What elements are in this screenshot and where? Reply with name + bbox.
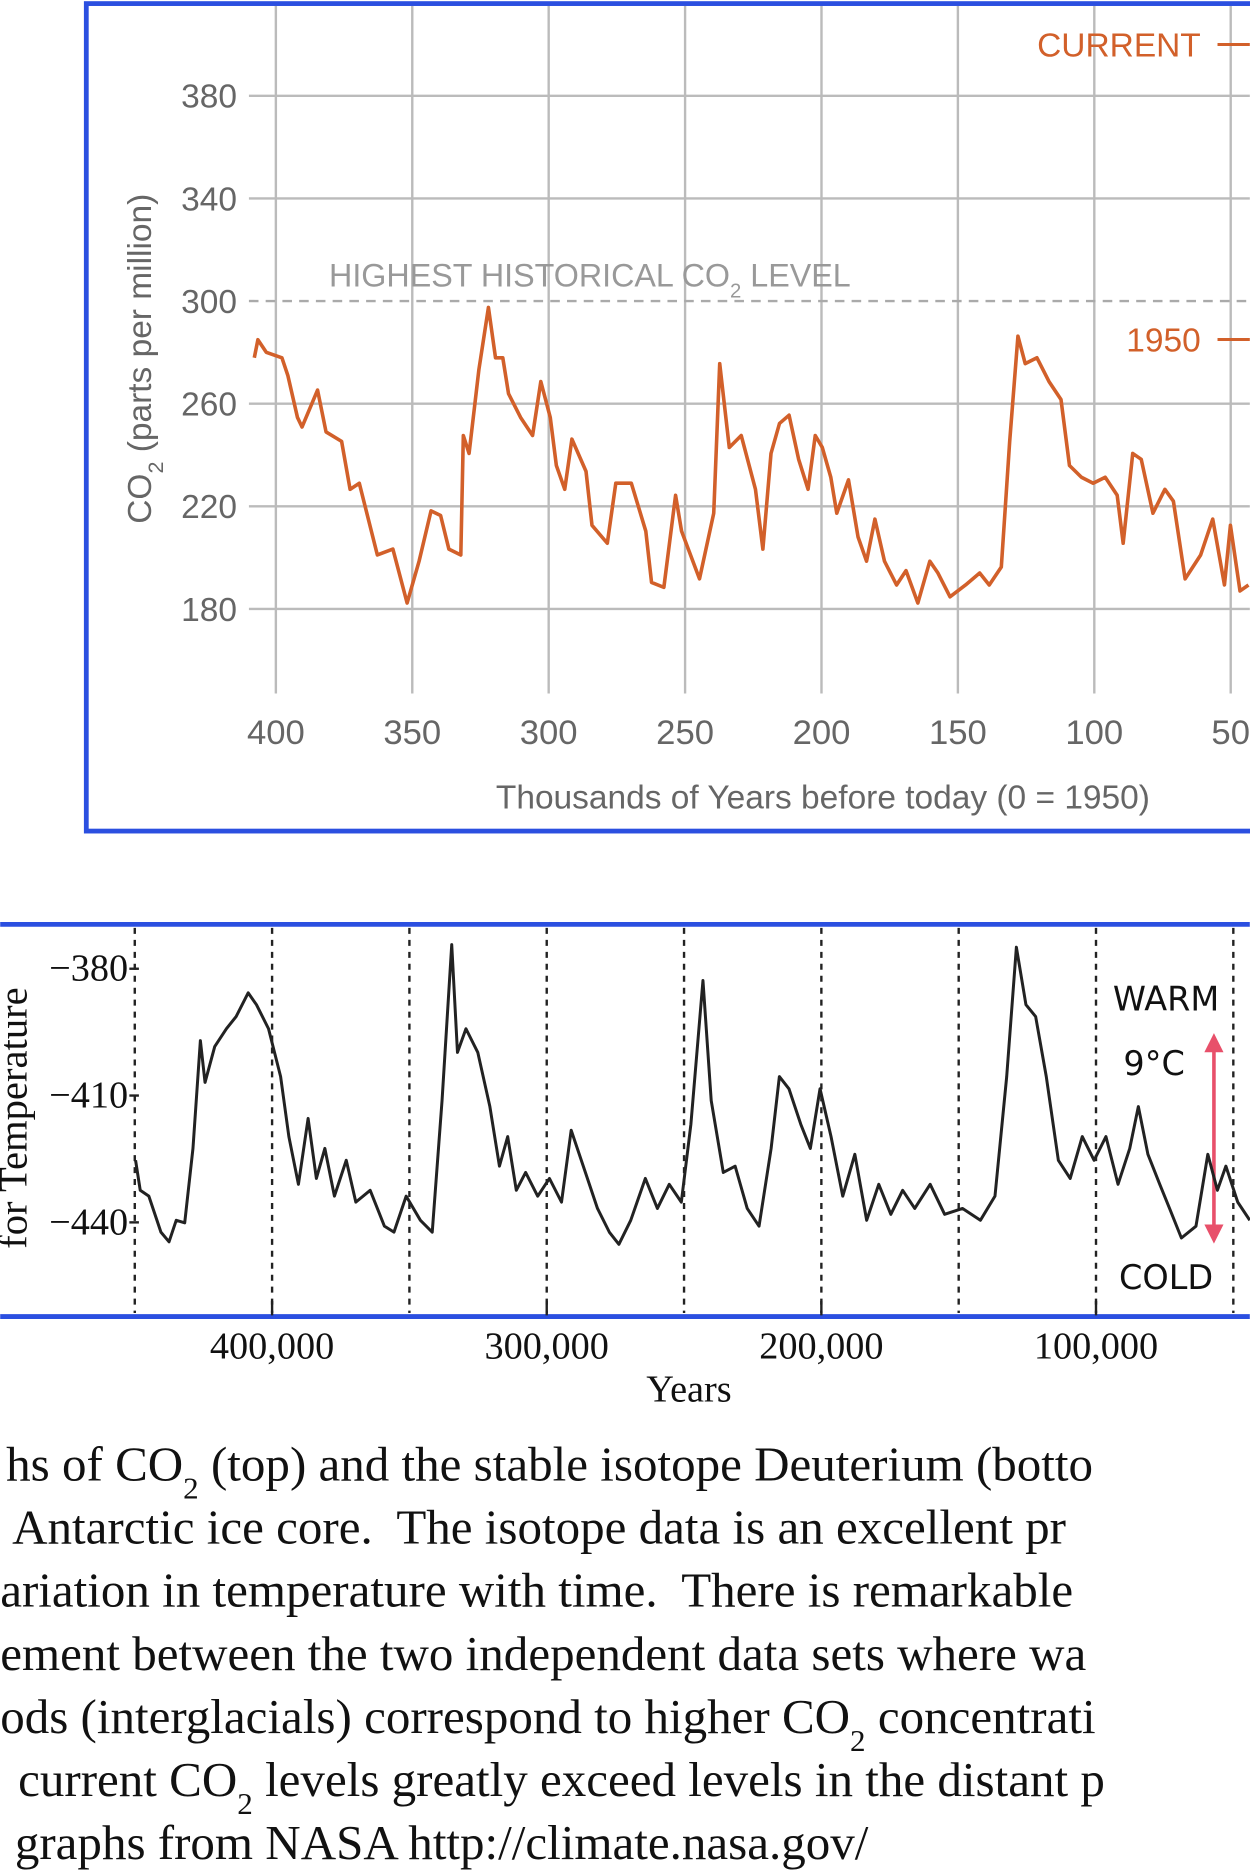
x-tick-label: 150 [929, 714, 987, 752]
arrow-head-down [1204, 1224, 1224, 1244]
y-tick-label: −410 [49, 1075, 128, 1117]
y-tick-label: 340 [181, 181, 237, 218]
text-segment: ariation in temperature with time. There… [0, 1563, 1073, 1618]
caption: hs of CO2 (top) and the stable isotope D… [0, 1436, 1105, 1870]
annotation: 9°C [1123, 1044, 1184, 1083]
x-axis-label: Years [646, 1368, 731, 1410]
annotation: WARM [1113, 979, 1219, 1018]
y-tick-label: 260 [181, 387, 237, 424]
co2-chart: 400 350 300 250 200 150 100 50 180 220 260 300 340 38… [122, 5, 1250, 816]
y-axis-label: CO2 (parts per million) [122, 194, 168, 524]
top-frame [83, 1, 1250, 834]
text-segment: CO [122, 474, 159, 524]
caption-line: hs of CO2 (top) and the stable isotope D… [6, 1436, 1093, 1504]
text-segment: ods (interglacials) correspond to higher… [0, 1689, 850, 1744]
text-segment: current CO [18, 1752, 237, 1807]
x-tick-label: 100 [1065, 714, 1123, 752]
y-tick-label: −380 [49, 948, 128, 990]
co2-line [252, 305, 1250, 605]
text-segment: (parts per million) [122, 194, 159, 462]
subscript: 2 [183, 1470, 199, 1505]
text-segment: Antarctic ice core. The isotope data is … [3, 1500, 1066, 1555]
x-tick-label: 400 [247, 714, 305, 752]
x-axis-label: Thousands of Years before today (0 = 195… [496, 779, 1150, 816]
text-segment: concentrati [866, 1689, 1096, 1744]
subscript: 2 [730, 281, 741, 303]
x-tick-label: 100,000 [1034, 1325, 1158, 1367]
x-tick-label: 50 [1211, 714, 1250, 752]
x-tick-label: 300,000 [485, 1325, 609, 1367]
subscript: 2 [144, 462, 168, 474]
x-tick-label: 350 [383, 714, 441, 752]
caption-line: Antarctic ice core. The isotope data is … [3, 1500, 1066, 1555]
text-segment: graphs from NASA http://climate.nasa.gov… [3, 1815, 869, 1870]
text-segment: hs of CO [6, 1436, 183, 1491]
y-tick-label: 220 [181, 489, 237, 526]
y-tick-label: −440 [49, 1201, 128, 1243]
text-segment: levels greatly exceed levels in the dist… [253, 1752, 1105, 1807]
arrow-head-up [1204, 1033, 1224, 1053]
deuterium-chart: 400,000 300,000 200,000 100,000 −380 −410 −440… [0, 927, 1250, 1410]
caption-line: ement between the two independent data s… [0, 1626, 1086, 1681]
caption-line: current CO2 levels greatly exceed levels… [18, 1752, 1105, 1821]
subscript: 2 [850, 1722, 866, 1757]
annotation: HIGHEST HISTORICAL CO2 LEVEL [329, 258, 851, 303]
x-tick-label: 250 [656, 714, 714, 752]
text-segment: (top) and the stable isotope Deuterium (… [199, 1436, 1093, 1491]
text-segment: ement between the two independent data s… [0, 1626, 1086, 1681]
y-tick-label: 180 [181, 592, 237, 629]
x-tick-label: 200,000 [759, 1325, 883, 1367]
caption-line: graphs from NASA http://climate.nasa.gov… [3, 1815, 869, 1870]
x-tick-label: 300 [520, 714, 578, 752]
annotation: COLD [1119, 1258, 1213, 1297]
text-segment: HIGHEST HISTORICAL CO [329, 258, 730, 294]
caption-line: ariation in temperature with time. There… [0, 1563, 1073, 1618]
x-tick-label: 400,000 [210, 1325, 334, 1367]
deuterium-line [134, 943, 1250, 1246]
y-tick-label: 380 [181, 79, 237, 116]
text-segment: LEVEL [741, 258, 850, 294]
y-axis-label: for Temperature [0, 987, 36, 1249]
annotation: 1950 [1126, 322, 1200, 359]
subscript: 2 [237, 1786, 253, 1821]
y-tick-label: 300 [181, 284, 237, 321]
caption-line: ods (interglacials) correspond to higher… [0, 1689, 1095, 1758]
annotation: CURRENT [1037, 27, 1201, 64]
x-tick-label: 200 [793, 714, 851, 752]
